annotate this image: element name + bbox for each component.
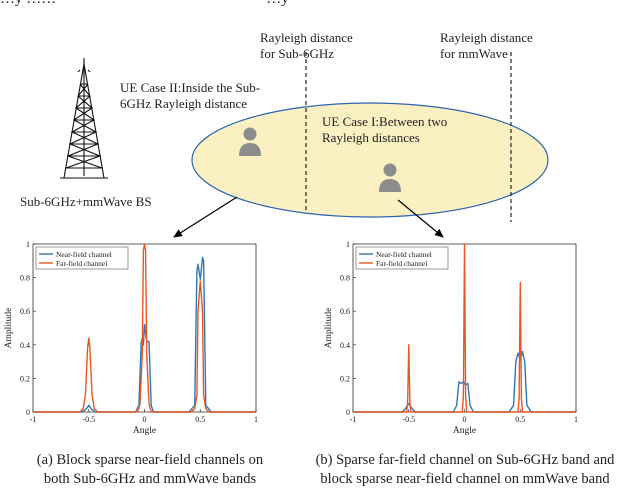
chart-a: -1 -0.5 0 0.5 1 0 0.2 0.4 0.6 0.8 1 Angle Amplitude N… bbox=[4, 240, 258, 436]
x-tick-label: -1 bbox=[350, 415, 357, 424]
far-field-channel-line bbox=[33, 243, 256, 413]
x-tick-label: 0 bbox=[143, 415, 147, 424]
arrow-to-chart-b bbox=[397, 199, 444, 238]
y-tick-label: 1 bbox=[26, 240, 30, 249]
ue-case2-user-icon bbox=[239, 127, 261, 156]
y-axis-label: Amplitude bbox=[4, 308, 14, 349]
y-axis-label: Amplitude bbox=[324, 308, 334, 349]
y-tick-label: 0.4 bbox=[340, 341, 350, 350]
x-tick-label: -0.5 bbox=[402, 415, 415, 424]
coverage-ellipse bbox=[191, 102, 549, 218]
scene-diagram bbox=[60, 52, 549, 238]
x-tick-label: 0.5 bbox=[195, 415, 205, 424]
y-tick-label: 0.6 bbox=[20, 307, 30, 316]
x-tick-label: 1 bbox=[254, 415, 258, 424]
y-tick-label: 0.2 bbox=[340, 374, 350, 383]
legend-box bbox=[35, 246, 129, 270]
chart-b: -1 -0.5 0 0.5 1 0 0.2 0.4 0.6 0.8 1 Angle Amplitude N… bbox=[324, 240, 578, 436]
legend-label: Near-field channel bbox=[56, 250, 112, 259]
top-cut-text: …y …… …y bbox=[0, 0, 640, 8]
y-tick-label: 0.6 bbox=[340, 307, 350, 316]
ue-case1-user-icon bbox=[379, 163, 401, 192]
y-tick-label: 0.2 bbox=[20, 374, 30, 383]
legend-box bbox=[355, 246, 449, 270]
legend-label: Far-field channel bbox=[376, 259, 427, 268]
x-tick-label: -0.5 bbox=[82, 415, 95, 424]
ue-case2-label: UE Case II:Inside the Sub- 6GHz Rayleigh… bbox=[120, 80, 261, 111]
y-tick-label: 0 bbox=[346, 408, 350, 417]
x-tick-label: 0.5 bbox=[515, 415, 525, 424]
ue-case1-label: UE Case I:Between two Rayleigh distances bbox=[322, 114, 448, 145]
x-tick-label: 0 bbox=[463, 415, 467, 424]
x-axis-label: Angle bbox=[133, 426, 156, 436]
x-axis-label: Angle bbox=[453, 426, 476, 436]
legend-label: Far-field channel bbox=[56, 259, 107, 268]
y-tick-label: 0.4 bbox=[20, 341, 30, 350]
rayleigh-mmwave-label: Rayleigh distance for mmWave bbox=[440, 30, 533, 61]
x-tick-label: -1 bbox=[30, 415, 37, 424]
base-station-tower-icon bbox=[60, 58, 108, 179]
legend-label: Near-field channel bbox=[376, 250, 432, 259]
y-tick-label: 0.8 bbox=[340, 274, 350, 283]
near-field-channel-line bbox=[33, 256, 256, 413]
rayleigh-sub6-label: Rayleigh distance for Sub-6GHz bbox=[260, 30, 353, 61]
y-tick-label: 0.8 bbox=[20, 274, 30, 283]
caption-a: (a) Block sparse near-field channels on … bbox=[36, 452, 264, 487]
y-tick-label: 1 bbox=[346, 240, 350, 249]
base-station-label: Sub-6GHz+mmWave BS bbox=[20, 194, 152, 209]
x-tick-label: 1 bbox=[574, 415, 578, 424]
arrow-to-chart-a bbox=[173, 196, 238, 238]
far-field-channel-line bbox=[353, 243, 576, 413]
y-tick-label: 0 bbox=[26, 408, 30, 417]
near-field-channel-line bbox=[353, 350, 576, 413]
caption-b: (b) Sparse far-field channel on Sub-6GHz… bbox=[315, 452, 615, 487]
